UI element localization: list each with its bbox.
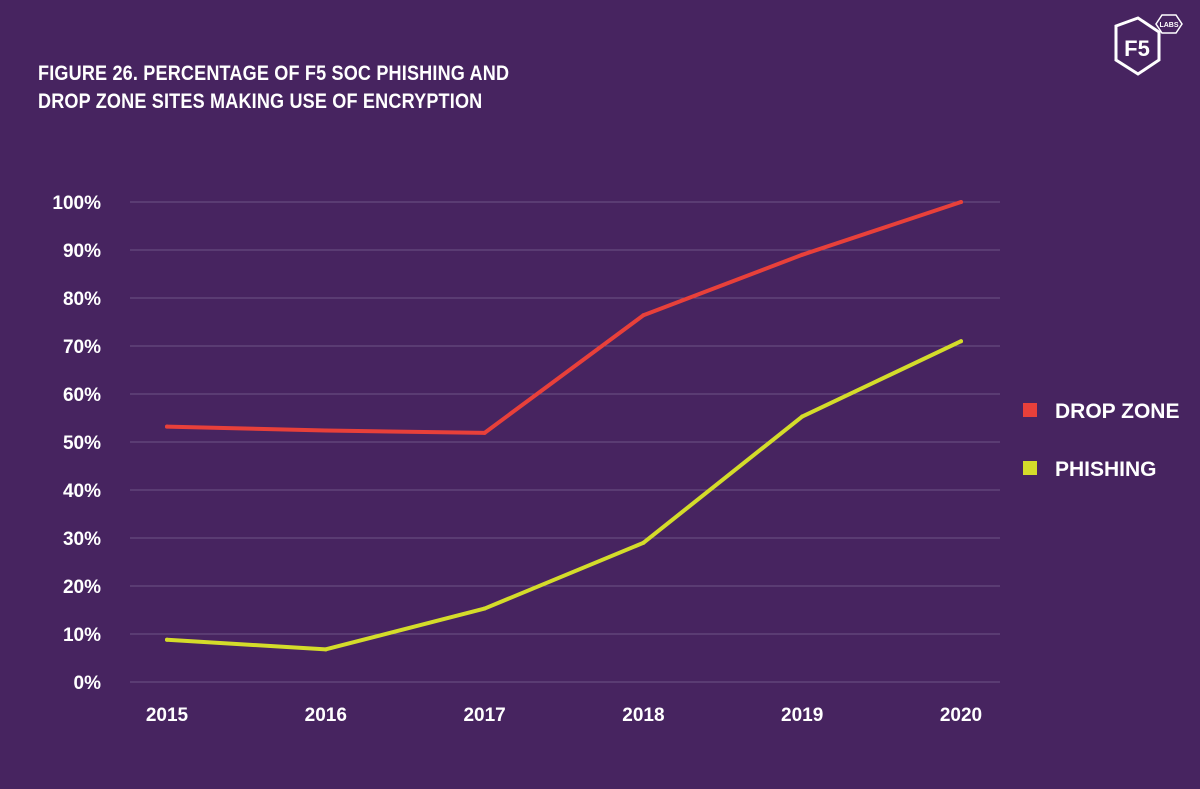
x-tick-label: 2019 [781, 705, 823, 726]
chart-title-line-1: FIGURE 26. PERCENTAGE OF F5 SOC PHISHING… [38, 62, 510, 85]
x-tick-label: 2015 [146, 705, 189, 726]
f5-logo-text: F5 [1124, 36, 1150, 61]
data-point-drop-zone [959, 200, 963, 204]
y-tick-label: 70% [63, 337, 101, 358]
y-tick-label: 90% [63, 241, 101, 262]
y-tick-label: 10% [63, 625, 101, 646]
f5-hexagon-icon [1114, 16, 1161, 76]
legend: DROP ZONE PHISHING [1023, 400, 1179, 481]
data-point-phishing [482, 606, 487, 611]
y-axis-ticks: 0% 10% 20% 30% 40% 50% 60% 70% 80% 90% 100% [52, 193, 101, 694]
data-point-phishing [165, 637, 169, 642]
chart-title: FIGURE 26. PERCENTAGE OF F5 SOC PHISHING… [38, 60, 520, 116]
x-tick-label: 2018 [622, 705, 664, 726]
gridlines [130, 201, 1000, 683]
data-point-drop-zone [323, 428, 328, 433]
series-line-phishing [165, 339, 963, 652]
legend-label-phishing: PHISHING [1055, 458, 1157, 481]
f5-labs-logo: F5 LABS [1114, 14, 1183, 76]
data-point-phishing [800, 414, 805, 419]
x-tick-label: 2017 [463, 705, 505, 726]
series-lines [165, 200, 963, 652]
data-point-drop-zone [482, 430, 487, 435]
data-point-phishing [323, 647, 328, 652]
labs-badge-text: LABS [1159, 22, 1178, 29]
y-tick-label: 40% [63, 481, 101, 502]
x-tick-label: 2016 [305, 705, 347, 726]
data-point-drop-zone [800, 252, 805, 257]
data-point-drop-zone [165, 424, 169, 429]
y-tick-label: 60% [63, 385, 101, 406]
y-tick-label: 30% [63, 529, 101, 550]
legend-swatch-phishing [1023, 461, 1037, 475]
y-tick-label: 100% [52, 193, 101, 214]
y-tick-label: 50% [63, 433, 101, 454]
data-point-phishing [959, 339, 963, 344]
data-point-phishing [641, 540, 646, 545]
chart-title-line-2: DROP ZONE SITES MAKING USE OF ENCRYPTION [38, 90, 483, 113]
data-point-drop-zone [641, 313, 646, 318]
x-axis-ticks: 2015 2016 2017 2018 2019 2020 [146, 705, 982, 726]
x-tick-label: 2020 [940, 705, 982, 726]
series-line-drop-zone [165, 200, 963, 435]
y-tick-label: 20% [63, 577, 101, 598]
y-tick-label: 0% [74, 673, 102, 694]
y-tick-label: 80% [63, 289, 101, 310]
legend-swatch-drop-zone [1023, 403, 1037, 417]
legend-label-drop-zone: DROP ZONE [1055, 400, 1179, 423]
labs-badge-icon [1155, 14, 1183, 34]
